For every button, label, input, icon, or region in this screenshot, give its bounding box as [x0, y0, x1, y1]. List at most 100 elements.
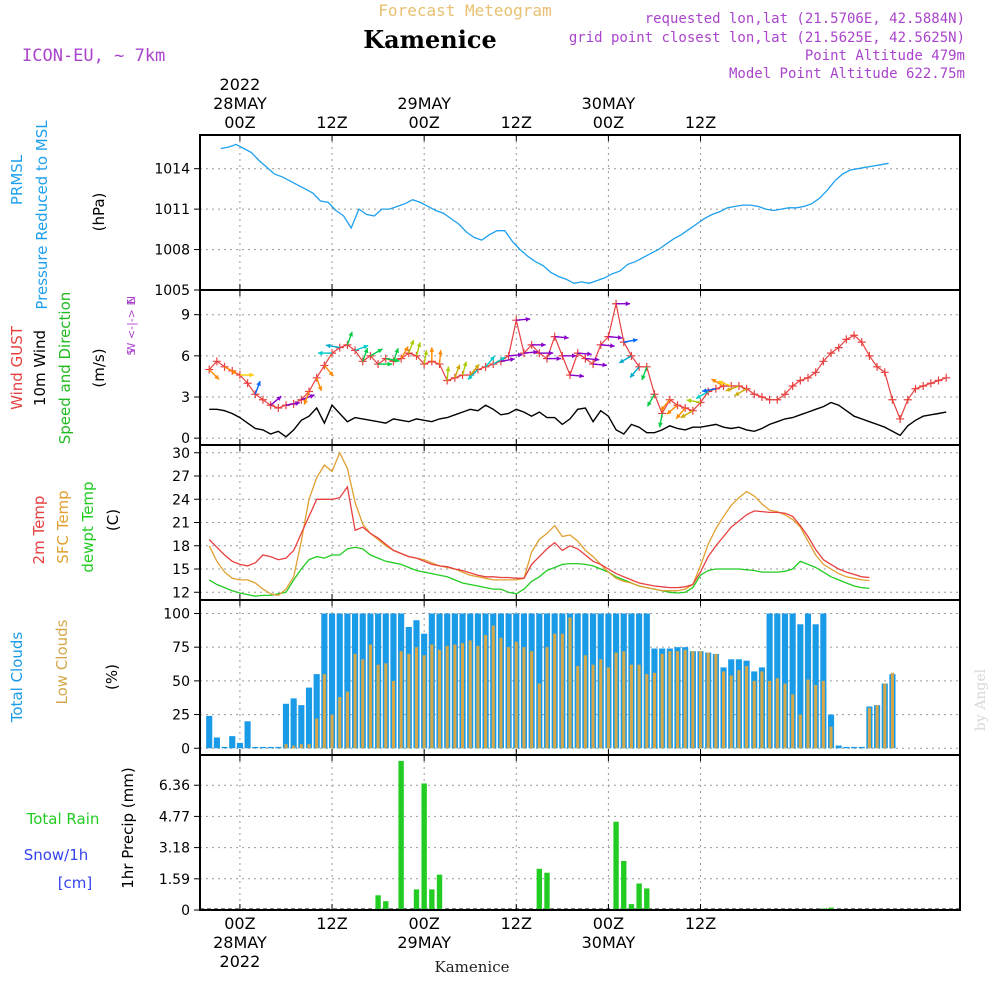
- y-tick-label: 6.36: [159, 778, 190, 794]
- low-cloud-bar: [491, 625, 495, 749]
- gust-marker: [896, 414, 905, 423]
- gust-marker: [773, 395, 782, 404]
- rain-bar: [436, 874, 443, 910]
- rain-bar: [536, 868, 542, 910]
- gust-marker: [827, 349, 836, 358]
- gust-marker: [888, 395, 897, 404]
- point-altitude: Point Altitude 479m: [805, 48, 965, 64]
- low-cloud-bar: [599, 659, 603, 749]
- panel-temperature: 12 15 18 21 24 27 30: [172, 445, 960, 601]
- low-cloud-bar: [798, 714, 802, 749]
- precip-unit-label: 1hr Precip (mm): [119, 767, 137, 888]
- y-tick-label: 3.18: [159, 841, 190, 857]
- wind-direction-arrowhead: [641, 375, 646, 380]
- low-cloud-bar: [453, 644, 457, 749]
- y-tick-label: 1.59: [159, 872, 190, 888]
- y-tick-label: 1005: [154, 283, 190, 299]
- low-cloud-bar: [345, 691, 349, 749]
- y-tick-label: 30: [172, 446, 190, 462]
- low-cloud-bar: [576, 666, 580, 749]
- low-cloud-bar: [361, 659, 365, 749]
- total-cloud-bar: [835, 745, 842, 749]
- y-tick-label: 15: [172, 562, 190, 578]
- pressure-axis-label-1: PRMSL: [8, 154, 26, 205]
- low-cloud-bar: [745, 666, 749, 749]
- low-cloud-bar: [867, 707, 871, 749]
- gust-marker: [880, 368, 889, 377]
- low-cloud-bar: [637, 664, 641, 749]
- gust-marker: [742, 384, 751, 393]
- total-cloud-bar: [282, 703, 290, 749]
- wind-direction-arrowhead: [525, 317, 531, 322]
- y-tick-label: 25: [172, 708, 190, 724]
- top-time-label: 29MAY: [397, 94, 451, 113]
- wind-direction-arrowhead: [617, 335, 623, 340]
- rain-bar: [628, 904, 635, 910]
- low-cloud-bar: [568, 617, 572, 749]
- rain-bar: [413, 889, 420, 910]
- wind-direction-arrowhead: [474, 364, 480, 370]
- gust-marker: [320, 361, 329, 370]
- rain-bar: [398, 760, 404, 910]
- wind-direction-arrowhead: [647, 401, 652, 407]
- wind-direction-arrowhead: [594, 357, 600, 362]
- low-cloud-bar: [284, 744, 288, 749]
- gust-marker: [834, 343, 843, 352]
- gust-marker: [366, 351, 375, 360]
- wind-direction-arrowhead: [658, 422, 663, 428]
- top-time-label: 12Z: [316, 113, 347, 132]
- wind-direction-arrowhead: [409, 339, 415, 345]
- model-point-altitude: Model Point Altitude 622.75m: [729, 66, 965, 82]
- gust-marker: [297, 395, 306, 404]
- total-cloud-bar: [305, 687, 313, 749]
- y-tick-label: 3: [181, 390, 190, 406]
- rain-bar: [544, 872, 550, 910]
- low-cloud-bar: [422, 655, 426, 749]
- bottom-time-label: 00Z: [593, 914, 624, 933]
- low-cloud-bar: [537, 683, 541, 749]
- wind-direction-arrowhead: [632, 338, 638, 343]
- wind-direction-arrowhead: [518, 352, 523, 358]
- low-cloud-bar: [376, 664, 380, 749]
- wind-direction-arrowhead: [462, 361, 468, 367]
- gust-marker: [450, 373, 459, 382]
- low-cloud-bar: [668, 651, 672, 749]
- low-cloud-bar: [507, 647, 511, 749]
- total-cloud-bar: [267, 746, 274, 749]
- plot-area: 1005100810111014036912151821242730025507…: [8, 75, 961, 971]
- low-cloud-bar: [652, 672, 656, 749]
- snow-axis-label: Snow/1h: [24, 846, 89, 864]
- wind-direction-arrowhead: [429, 347, 435, 352]
- total-cloud-bar: [259, 746, 267, 749]
- top-time-label: 00Z: [408, 113, 439, 132]
- wind-direction-arrowhead: [394, 357, 400, 363]
- y-tick-label: 0: [181, 903, 190, 919]
- gust-marker: [934, 376, 943, 385]
- gust-marker: [266, 401, 275, 410]
- low-cloud-bar: [691, 651, 695, 749]
- low-cloud-bar: [698, 651, 703, 749]
- gust-marker: [865, 351, 874, 360]
- low-cloud-bar: [883, 683, 887, 749]
- low-cloud-bar: [890, 672, 894, 749]
- gust-marker: [942, 373, 951, 382]
- low-cloud-bar: [583, 655, 587, 749]
- y-tick-label: 1011: [154, 202, 190, 218]
- wind-gust-axis-label: Wind GUST: [8, 325, 26, 410]
- wind-direction-arrowhead: [438, 350, 443, 355]
- low-cloud-bar: [775, 678, 779, 749]
- gust-marker: [919, 382, 928, 391]
- low-cloud-bar: [330, 714, 334, 749]
- low-cloud-bar: [292, 745, 296, 749]
- low-cloud-bar: [530, 651, 534, 749]
- wind-direction-arrowhead: [510, 357, 515, 362]
- low-cloud-bar: [553, 633, 557, 749]
- top-time-label: 00Z: [593, 113, 624, 132]
- wind-speed-line: [209, 401, 947, 438]
- wind-direction-arrowhead: [734, 391, 740, 396]
- location-title: Kamenice: [363, 25, 497, 54]
- wind-direction-arrowhead: [579, 373, 584, 379]
- total-cloud-bar: [536, 613, 543, 749]
- bottom-time-label: 12Z: [501, 914, 532, 933]
